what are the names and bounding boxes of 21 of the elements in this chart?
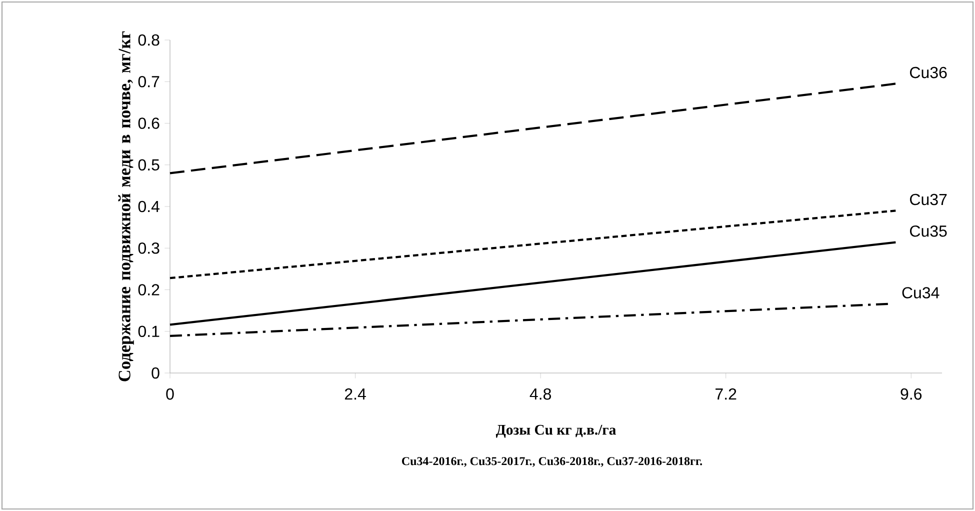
x-tick-label: 7.2	[716, 388, 736, 400]
y-tick-label: 0.4	[138, 200, 160, 212]
text: Cu34-2016г., Cu35-2017г., Cu36-2018г., Cu37-2016-2018гг.	[402, 457, 702, 467]
series-label: Cu34	[902, 287, 940, 298]
y-tick-label: 0.6	[138, 118, 160, 129]
x-tick-label: 2.4	[344, 388, 366, 400]
series-label: Cu37	[910, 194, 947, 206]
y-tick-label: 0	[152, 367, 160, 379]
y-tick-label: 0.1	[138, 326, 160, 338]
y-tick-label: 0.8	[138, 34, 160, 46]
x-tick-label: 4.8	[530, 388, 551, 400]
y-tick-label: 0.7	[138, 76, 160, 88]
series-label: Cu36	[910, 66, 947, 78]
y-tick-label: 0.3	[138, 242, 160, 254]
y-axis-title: Содержание подвижной меди в почве, мг/кг	[118, 31, 134, 382]
y-tick-label: 0.5	[138, 159, 160, 171]
y-tick-label: 0.2	[138, 284, 160, 296]
x-tick-label: 0	[166, 388, 174, 400]
x-tick-label: 9.6	[900, 388, 922, 400]
series-label: Cu35	[910, 225, 947, 237]
x-axis-title: Дозы Cu кг д.в./га	[496, 424, 616, 438]
